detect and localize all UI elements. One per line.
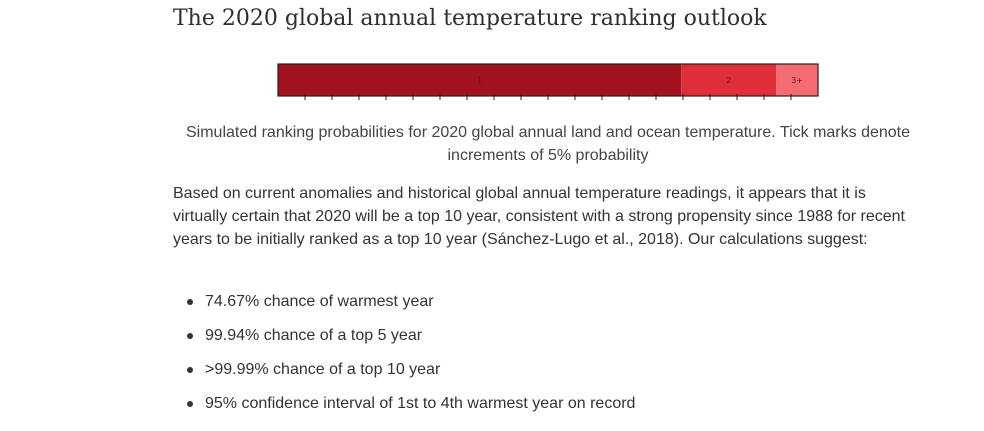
list-item: >99.99% chance of a top 10 year (173, 358, 635, 392)
chart-caption: Simulated ranking probabilities for 2020… (186, 124, 910, 164)
list-item-text: 99.94% chance of a top 5 year (205, 327, 423, 344)
bar-label: 1 (477, 76, 482, 85)
bullet-dot (187, 401, 193, 407)
body-paragraph: Based on current anomalies and historica… (173, 185, 905, 248)
list-item: 74.67% chance of warmest year (173, 290, 635, 324)
list-item: 95% confidence interval of 1st to 4th wa… (173, 392, 635, 426)
page-heading: The 2020 global annual temperature ranki… (173, 6, 767, 31)
list-item-text: 74.67% chance of warmest year (205, 293, 434, 310)
bullet-dot (187, 333, 193, 339)
bar-segment-3 (776, 64, 818, 96)
bar-label: 3+ (791, 76, 803, 85)
ranking-probability-chart: 1 2 3+ (277, 63, 819, 103)
bar-segment-2 (681, 64, 777, 96)
bullet-dot (187, 367, 193, 373)
bullet-dot (187, 299, 193, 305)
list-item: 99.94% chance of a top 5 year (173, 324, 635, 358)
bar-label: 2 (726, 76, 731, 85)
probability-list: 74.67% chance of warmest year 99.94% cha… (173, 290, 635, 426)
list-item-text: >99.99% chance of a top 10 year (205, 361, 441, 378)
bar-segment-1 (278, 64, 682, 96)
list-item-text: 95% confidence interval of 1st to 4th wa… (205, 395, 636, 412)
ranking-bar-svg: 1 2 3+ (277, 63, 819, 100)
